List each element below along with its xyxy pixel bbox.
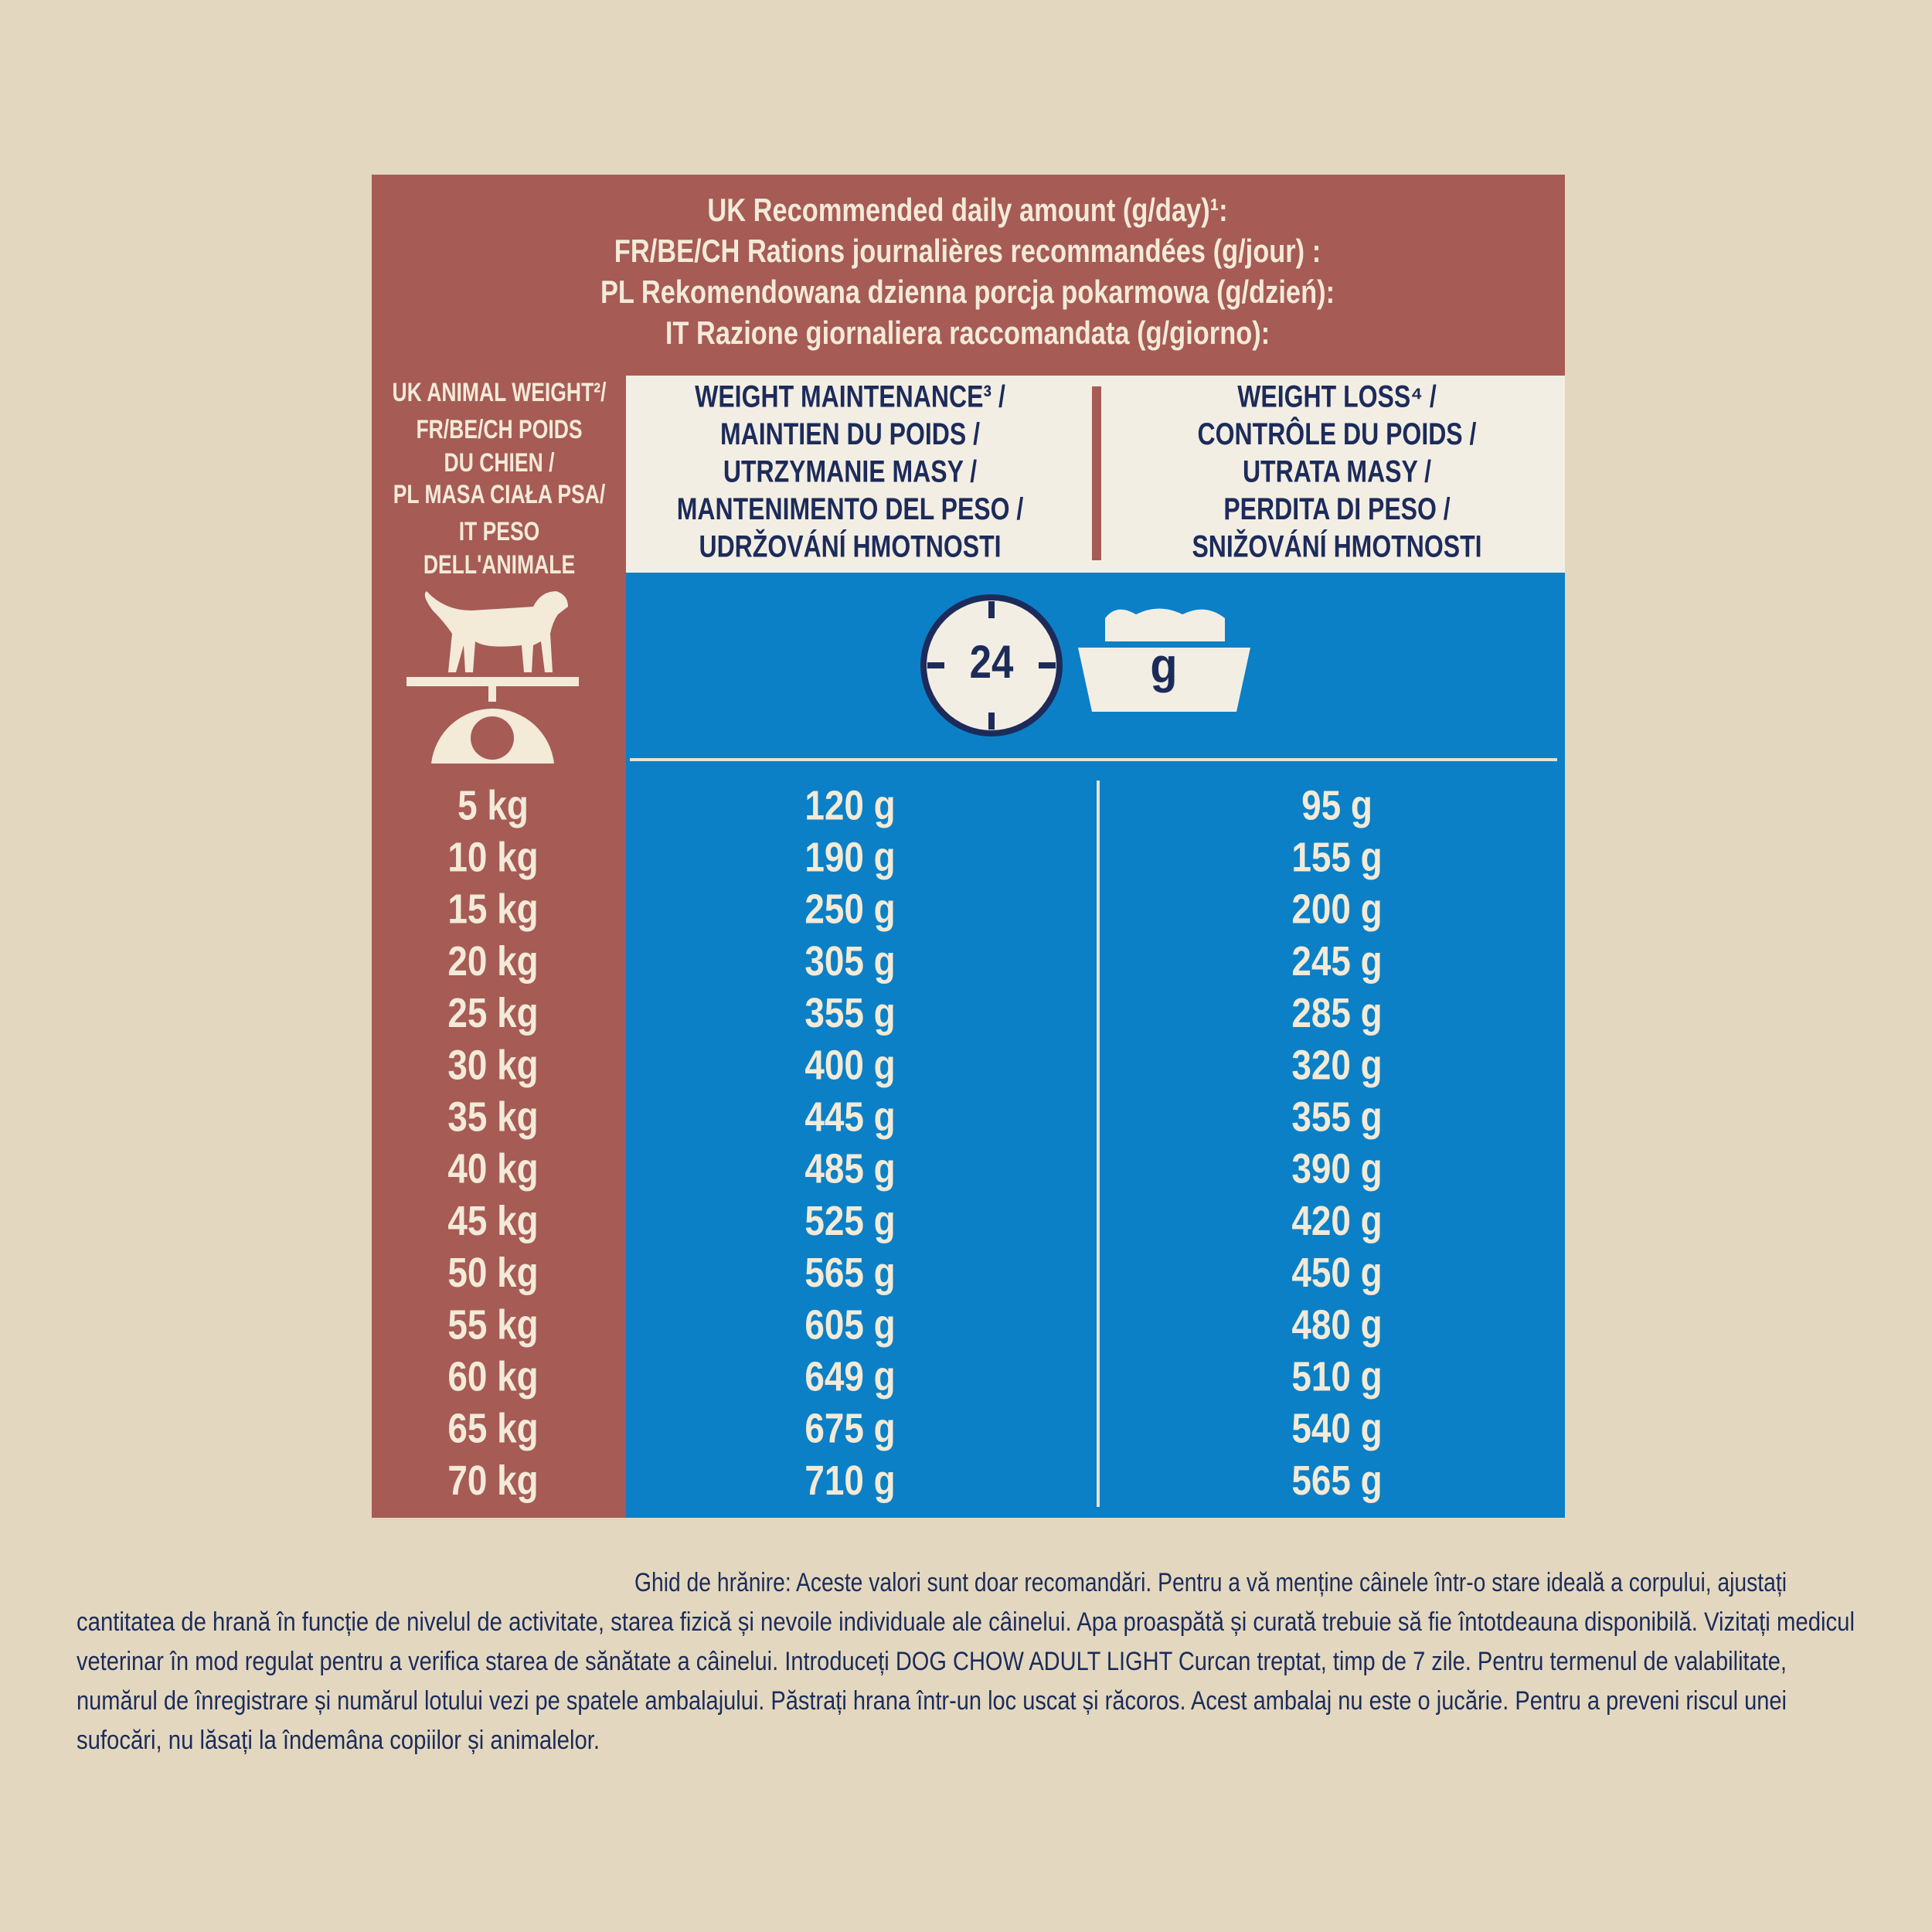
weight-header-line: PL MASA CIAŁA PSA/ <box>393 480 606 509</box>
table-cell: 15 kg <box>447 886 538 932</box>
loss-header-line: CONTRÔLE DU POIDS / <box>1198 416 1477 451</box>
clock-label: 24 <box>970 636 1014 688</box>
table-cell: 605 g <box>804 1301 895 1348</box>
table-cell: 25 kg <box>447 990 538 1036</box>
footer-line: numărul de înregistrare și numărul lotul… <box>77 1686 1787 1716</box>
loss-header-line: WEIGHT LOSS⁴ / <box>1237 379 1437 413</box>
maintenance-header-line: MANTENIMENTO DEL PESO / <box>677 492 1024 526</box>
maintenance-header-line: UDRŽOVÁNÍ HMOTNOSTI <box>699 528 1001 563</box>
loss-header-line: PERDITA DI PESO / <box>1223 492 1450 526</box>
table-cell: 200 g <box>1291 886 1382 932</box>
table-cell: 30 kg <box>447 1042 538 1088</box>
header-line: PL Rekomendowana dzienna porcja pokarmow… <box>600 274 1335 311</box>
header-line: FR/BE/CH Rations journalières recommandé… <box>614 233 1321 270</box>
table-cell: 710 g <box>804 1457 895 1503</box>
table-cell: 35 kg <box>447 1094 538 1140</box>
weight-header-line: IT PESO <box>459 517 540 546</box>
header-line: UK Recommended daily amount (g/day)¹: <box>707 192 1227 229</box>
clock-icon <box>920 594 1063 736</box>
bowl-label: g <box>1150 638 1177 692</box>
table-cell: 155 g <box>1291 834 1382 880</box>
dog-scale-icon <box>406 591 579 764</box>
table-cell: 355 g <box>1291 1094 1382 1140</box>
loss-header-line: SNIŽOVÁNÍ HMOTNOSTI <box>1192 528 1481 563</box>
table-cell: 5 kg <box>457 782 529 828</box>
table-cell: 40 kg <box>447 1145 538 1192</box>
bowl-icon <box>1078 608 1250 712</box>
table-cell: 50 kg <box>447 1250 538 1296</box>
values-band <box>626 573 1565 1518</box>
table-cell: 320 g <box>1291 1042 1382 1088</box>
header-line: IT Razione giornaliera raccomandata (g/g… <box>665 315 1270 352</box>
table-cell: 245 g <box>1291 937 1382 984</box>
table-cell: 675 g <box>804 1405 895 1451</box>
table-cell: 525 g <box>804 1197 895 1243</box>
table-cell: 60 kg <box>447 1353 538 1400</box>
table-cell: 250 g <box>804 886 895 932</box>
table-cell: 65 kg <box>447 1405 538 1451</box>
table-cell: 55 kg <box>447 1301 538 1348</box>
maintenance-header-line: WEIGHT MAINTENANCE³ / <box>695 379 1005 413</box>
table-cell: 70 kg <box>447 1457 538 1503</box>
table-cell: 420 g <box>1291 1197 1382 1243</box>
table-cell: 95 g <box>1301 782 1372 828</box>
table-cell: 305 g <box>804 937 895 984</box>
table-cell: 565 g <box>804 1250 895 1296</box>
table-cell: 190 g <box>804 834 895 880</box>
table-cell: 485 g <box>804 1145 895 1192</box>
table-cell: 565 g <box>1291 1457 1382 1503</box>
table-cell: 45 kg <box>447 1197 538 1243</box>
table-cell: 540 g <box>1291 1405 1382 1451</box>
table-cell: 20 kg <box>447 937 538 984</box>
weight-header-line: DU CHIEN / <box>444 448 555 478</box>
footer-line: veterinar în mod regulat pentru a verifi… <box>77 1647 1787 1676</box>
weight-header-line: FR/BE/CH POIDS <box>416 415 582 444</box>
maintenance-header-line: UTRZYMANIE MASY / <box>723 454 977 488</box>
header-divider <box>1092 386 1101 560</box>
table-cell: 355 g <box>804 990 895 1036</box>
table-cell: 450 g <box>1291 1250 1382 1296</box>
table-cell: 510 g <box>1291 1353 1382 1400</box>
weight-header-line: UK ANIMAL WEIGHT²/ <box>393 378 607 407</box>
maintenance-header-line: MAINTIEN DU POIDS / <box>720 417 980 451</box>
footer-line: sufocări, nu lăsați la îndemâna copiilor… <box>77 1726 600 1755</box>
loss-header-line: UTRATA MASY / <box>1243 454 1431 488</box>
table-cell: 285 g <box>1291 990 1382 1036</box>
footer-line: Ghid de hrănire: Aceste valori sunt doar… <box>634 1568 1787 1597</box>
table-cell: 390 g <box>1291 1145 1382 1192</box>
table-cell: 445 g <box>804 1094 895 1140</box>
table-cell: 480 g <box>1291 1301 1382 1348</box>
footer-line: cantitatea de hrană în funcție de nivelu… <box>77 1607 1855 1637</box>
table-cell: 10 kg <box>447 834 538 880</box>
weight-header-line: DELL'ANIMALE <box>423 550 575 580</box>
table-cell: 649 g <box>804 1353 895 1400</box>
table-cell: 120 g <box>804 782 895 828</box>
table-cell: 400 g <box>804 1042 895 1088</box>
